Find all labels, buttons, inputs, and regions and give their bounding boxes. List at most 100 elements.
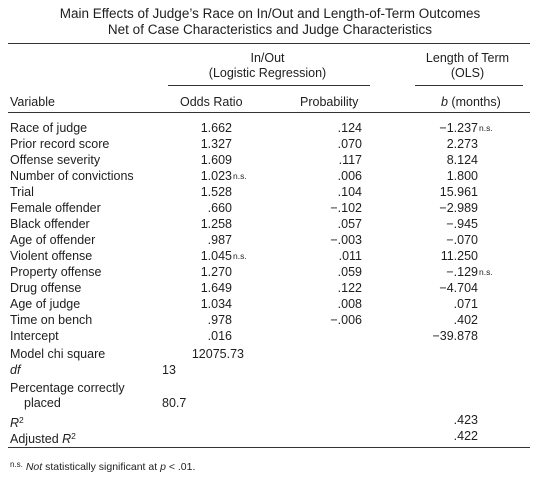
table-row: Number of convictions 1.023 n.s. .006 1.800 <box>0 168 540 184</box>
table-row: Age of offender .987 −.003 −.070 <box>0 232 540 248</box>
length-b-number: 11.250 <box>440 249 478 263</box>
length-b-value: 15.961 <box>440 184 478 200</box>
probability-value: −.003 <box>330 233 362 247</box>
length-b-number: −39.878 <box>432 329 478 343</box>
table-title-line-1: Main Effects of Judge’s Race on In/Out a… <box>59 6 481 21</box>
probability-value: .122 <box>337 281 362 295</box>
percentage-label-line-2: placed <box>24 396 61 410</box>
footnote-not: Not <box>25 461 43 473</box>
table-row: Prior record score 1.327 .070 2.273 <box>0 136 540 152</box>
length-b-value: .071 <box>454 296 478 312</box>
table-row: Intercept .016 −39.878 <box>0 328 540 344</box>
odds-ratio-number: .978 <box>207 313 232 327</box>
length-b-value: −.129 n.s. <box>446 264 492 280</box>
length-b-number: −.129 <box>446 265 478 279</box>
odds-ratio-value: 1.034 <box>201 296 232 312</box>
inout-header-line-1: In/Out <box>250 51 285 65</box>
b-unit: (months) <box>447 95 501 109</box>
table-row: Black offender 1.258 .057 −.945 <box>0 216 540 232</box>
adjusted-word: Adjusted <box>10 432 63 446</box>
table-row: Age of judge 1.034 .008 .071 <box>0 296 540 312</box>
adjusted-r-superscript: 2 <box>71 431 76 441</box>
variable-name: Number of convictions <box>10 169 134 183</box>
length-header-line-2: (OLS) <box>450 66 485 80</box>
odds-ratio-value: 1.528 <box>201 184 232 200</box>
length-header-line-1: Length of Term <box>425 51 510 65</box>
variable-name: Race of judge <box>10 121 88 135</box>
table-row: Time on bench .978 −.006 .402 <box>0 312 540 328</box>
variable-name: Time on bench <box>10 313 93 327</box>
odds-ratio-value: 1.045 n.s. <box>200 248 247 264</box>
inout-group-header: In/Out (Logistic Regression) <box>165 51 370 81</box>
footnote-ns-mark: n.s. <box>10 460 23 469</box>
odds-ratio-number: .016 <box>207 329 232 343</box>
variable-name: Offense severity <box>10 153 101 167</box>
r-symbol: R <box>10 416 20 430</box>
probability-value: .008 <box>337 297 362 311</box>
length-b-value: −1.237 n.s. <box>439 120 492 136</box>
adjusted-r-symbol: R <box>62 432 72 446</box>
length-b-number: −1.237 <box>439 121 478 135</box>
odds-ratio-number: 1.649 <box>200 281 232 295</box>
odds-ratio-value: 1.258 <box>201 216 232 232</box>
probability-value: .059 <box>337 265 362 279</box>
b-months-column-header: b (months) <box>441 95 501 110</box>
odds-ratio-number: 1.258 <box>200 217 232 231</box>
probability-value: .006 <box>337 169 362 183</box>
variable-name: Property offense <box>10 265 102 279</box>
table-row: Property offense 1.270 .059 −.129 n.s. <box>0 264 540 280</box>
length-b-number: 2.273 <box>446 137 478 151</box>
odds-ratio-value: 1.609 <box>201 152 232 168</box>
length-b-value: 1.800 <box>447 168 478 184</box>
table-title: Main Effects of Judge’s Race on In/Out a… <box>0 6 540 38</box>
percentage-label-line-1: Percentage correctly <box>10 381 125 395</box>
odds-ratio-value: 1.270 <box>201 264 232 280</box>
length-b-number: −2.989 <box>439 201 478 215</box>
table-title-line-2: Net of Case Characteristics and Judge Ch… <box>107 22 433 37</box>
length-ns-mark: n.s. <box>479 123 493 133</box>
header-rule <box>8 112 530 113</box>
length-b-value: −4.704 <box>439 280 478 296</box>
bottom-rule <box>8 447 530 448</box>
length-b-number: 15.961 <box>439 185 478 199</box>
variable-column-header: Variable <box>10 95 55 109</box>
length-b-number: 1.800 <box>446 169 478 183</box>
length-group-rule <box>415 85 523 86</box>
odds-ratio-value: 1.662 <box>201 120 232 136</box>
odds-ratio-value: .016 <box>208 328 232 344</box>
table-row: Drug offense 1.649 .122 −4.704 <box>0 280 540 296</box>
odds-ratio-number: 1.609 <box>200 153 232 167</box>
percentage-value: 80.7 <box>162 396 187 410</box>
odds-ratio-number: 1.045 <box>200 249 232 263</box>
length-b-value: −.070 <box>446 232 478 248</box>
odds-ratio-column-header: Odds Ratio <box>180 95 243 109</box>
odds-ns-mark: n.s. <box>233 171 247 181</box>
footnote-p-threshold: < .01. <box>165 461 196 473</box>
length-b-number: −4.704 <box>439 281 478 295</box>
r-squared-superscript: 2 <box>19 415 24 425</box>
variable-name: Drug offense <box>10 281 82 295</box>
length-group-header: Length of Term (OLS) <box>410 51 525 81</box>
variable-name: Trial <box>10 185 34 199</box>
percentage-row-line-2: placed 80.7 <box>0 395 540 411</box>
r-squared-row: R2 .423 <box>0 412 540 430</box>
variable-name: Violent offense <box>10 249 93 263</box>
chi-square-value: 12075.73 <box>191 347 244 361</box>
probability-value: .124 <box>337 121 362 135</box>
length-b-value: −.945 <box>446 216 478 232</box>
odds-ns-mark: n.s. <box>233 251 247 261</box>
inout-header-line-2: (Logistic Regression) <box>208 66 327 80</box>
odds-ratio-number: .660 <box>207 201 232 215</box>
r-squared-value: .423 <box>453 413 478 427</box>
chi-square-label: Model chi square <box>10 347 106 361</box>
length-ns-mark: n.s. <box>479 267 493 277</box>
odds-ratio-number: 1.034 <box>200 297 232 311</box>
table-row: Female offender .660 −.102 −2.989 <box>0 200 540 216</box>
length-b-number: .071 <box>453 297 478 311</box>
odds-ratio-value: 1.327 <box>201 136 232 152</box>
odds-ratio-value: .978 <box>208 312 232 328</box>
variable-name: Age of judge <box>10 297 81 311</box>
footnote: n.s. Not statistically significant at p … <box>10 458 195 474</box>
probability-column-header: Probability <box>300 95 359 109</box>
table-row: Trial 1.528 .104 15.961 <box>0 184 540 200</box>
